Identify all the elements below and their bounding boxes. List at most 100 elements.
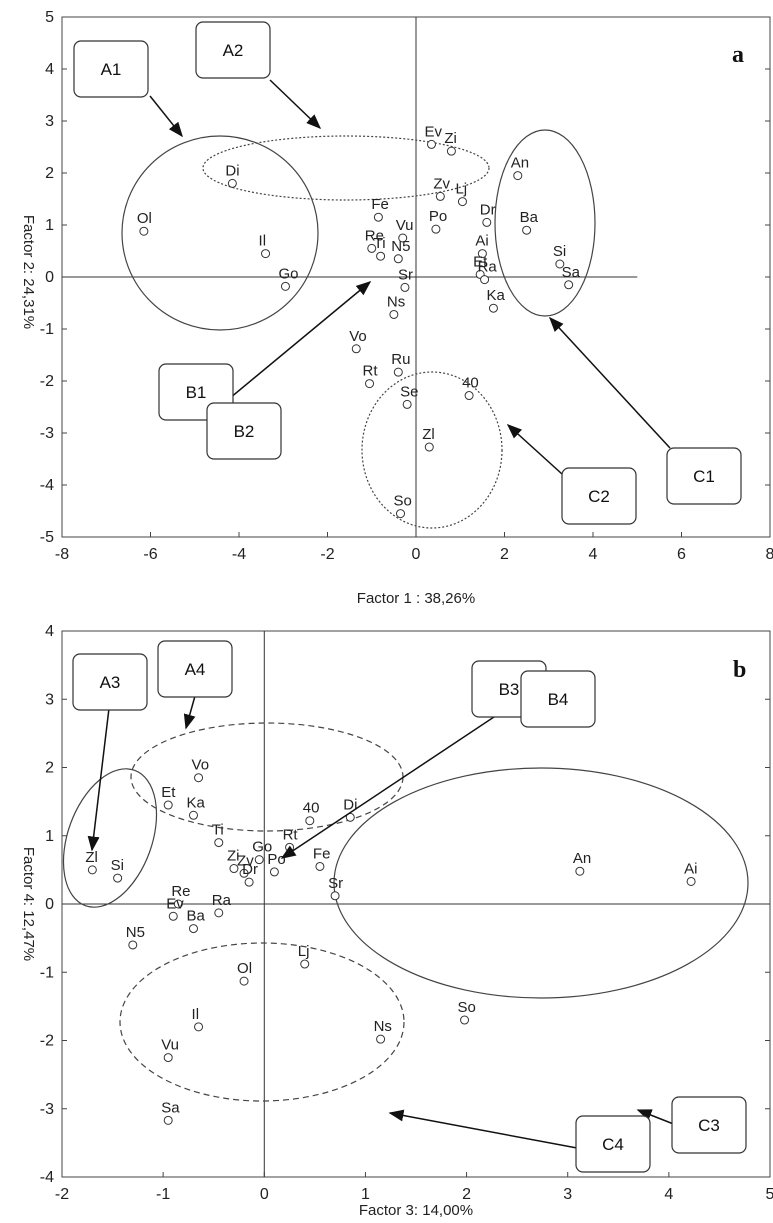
data-point-label: Se [400,383,418,400]
x-tick-label: -2 [320,546,334,563]
data-point-label: So [458,999,476,1016]
group-a3-ellipse [62,768,158,908]
data-point-label: Si [111,857,124,874]
data-point-label: Fe [313,845,331,862]
data-point [376,251,386,261]
y-tick-label: -3 [40,1101,54,1118]
panel-a-callouts: A1 A2 B1 B2 C1 C2 [73,21,742,525]
group-label-a1: A1 [101,60,122,79]
data-point [285,842,295,852]
data-point [426,139,436,149]
data-point [113,873,123,883]
data-point-label: Zv [433,175,450,192]
group-label-c4: C4 [602,1135,624,1154]
data-point-label: Lj [455,181,467,198]
data-point-label: Ev [166,895,184,912]
arrow-c2 [506,423,563,475]
data-point [460,1015,470,1025]
data-point-label: Et [473,253,488,270]
data-point-label: Rt [283,826,299,843]
data-point [464,391,474,401]
x-tick-label: 5 [766,1186,773,1203]
data-point-label: Fe [371,196,389,213]
data-point [214,838,224,848]
data-point-label: Et [161,784,176,801]
group-c4-ellipse [119,942,405,1102]
group-label-c2: C2 [588,487,610,506]
data-point-label: Vu [161,1037,179,1054]
group-a2-ellipse [202,135,490,201]
data-point [269,867,279,877]
data-point-label: An [511,155,529,172]
y-tick-label: -3 [40,425,54,442]
data-point [128,940,138,950]
group-c2-ellipse [361,371,503,529]
panel-a-ticks: -8 -6 -4 -2 0 2 4 6 8 5 4 3 2 1 0 -1 -2 -3 -4 -5 [40,9,773,563]
group-label-a3: A3 [100,673,121,692]
panel-a-points: Ol Di Il Go Ev Zi An Zv Lj Fe Po Dr Ba Re Vu Ti N5 Ai Si Sa… [137,123,581,519]
label-box-b2 [206,402,282,460]
arrow-b4 [280,698,522,859]
data-point-label: Po [429,208,447,225]
x-tick-label: 8 [766,546,773,563]
label-box-a3 [72,653,148,711]
data-point [244,877,254,887]
x-tick-label: 0 [260,1186,269,1203]
data-point-label: Po [267,851,285,868]
x-tick-label: -6 [143,546,157,563]
data-point [424,442,434,452]
data-point [480,275,490,285]
data-point-label: Ns [387,293,405,310]
data-point-label: Re [365,227,384,244]
data-point [227,178,237,188]
group-label-c3: C3 [698,1116,720,1135]
group-c1-ellipse [494,129,596,317]
y-tick-label: -1 [40,964,54,981]
data-point-label: Zi [444,130,457,147]
data-point [163,800,173,810]
data-point [254,855,264,865]
data-point [365,379,375,389]
data-point [239,976,249,986]
label-box-b4 [520,670,596,728]
data-point [194,773,204,783]
panel-b-plot: -2 -1 0 1 2 3 4 5 4 3 2 1 0 -1 -2 -3 -4 Vo Et Ka 40 Di Ti Rt Go… [20,623,773,1219]
data-point [239,868,249,878]
x-tick-label: 2 [500,546,509,563]
panel-a-ylabel: Factor 2: 24,31% [20,215,37,329]
data-point [214,908,224,918]
data-point-label: Ru [391,351,410,368]
data-point-label: Vo [192,757,210,774]
x-tick-label: 4 [589,546,598,563]
data-point-label: Di [225,162,239,179]
arrow-a3 [87,699,111,852]
label-box-a1 [73,40,149,98]
y-tick-label: 2 [45,760,54,777]
data-point [305,816,315,826]
group-a1-ellipse [121,135,319,331]
data-point-label: 40 [303,800,320,817]
data-point-label: Ol [137,210,152,227]
data-point-label: Ra [478,259,498,276]
arrow-a1 [149,95,183,138]
y-tick-label: -2 [40,1033,54,1050]
y-tick-label: 0 [45,269,54,286]
data-point-label: Zl [85,849,98,866]
data-point-label: An [573,850,591,867]
x-tick-label: 3 [563,1186,572,1203]
y-tick-label: -4 [40,477,54,494]
data-point-label: Rt [363,363,379,380]
data-point [351,344,361,354]
y-tick-label: 4 [45,623,54,640]
data-point [163,1115,173,1125]
group-label-c1: C1 [693,467,715,486]
data-point [194,1022,204,1032]
group-label-a4: A4 [185,660,206,679]
arrow-a2 [269,79,322,130]
data-point-label: Sa [562,264,581,281]
data-point-label: N5 [391,238,410,255]
data-point-label: Ba [186,908,205,925]
data-point-label: Re [171,883,190,900]
data-point-label: Sr [398,266,413,283]
data-point-label: Ai [684,860,697,877]
